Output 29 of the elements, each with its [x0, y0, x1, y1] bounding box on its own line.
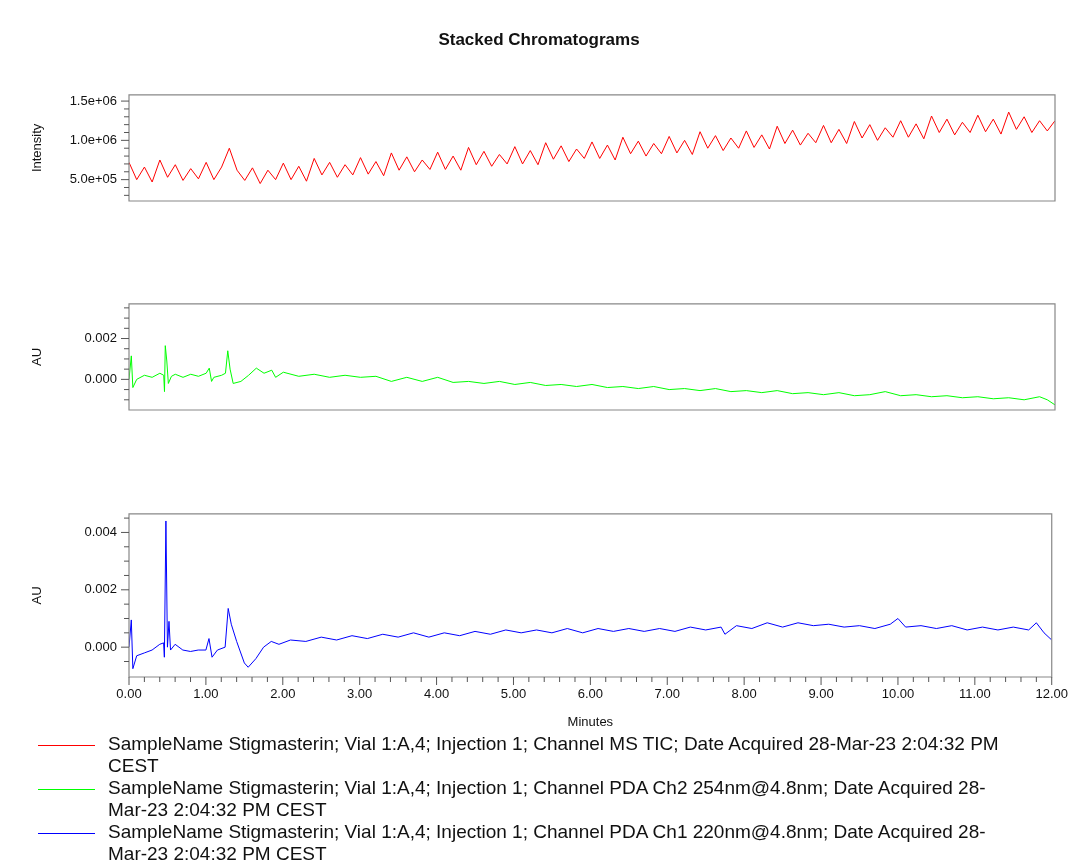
x-tick-label: 8.00 [731, 686, 757, 702]
chart-title: Stacked Chromatograms [437, 30, 641, 50]
x-tick-label: 5.00 [500, 686, 527, 702]
legend-label: SampleName Stigmasterin; Vial 1:A,4; Injection 1; Channel PDA Ch2 254nm@4.8nm; Date Acquired 28-Mar-23 2:04:32 PM CEST [108, 777, 987, 821]
x-tick-label: 10.00 [881, 686, 915, 702]
y-tick-label: 1.5e+06 [69, 92, 117, 108]
legend-label: SampleName Stigmasterin; Vial 1:A,4; Injection 1; Channel MS TIC; Date Acquired 28-Mar-23 2:04:32 PM CEST [108, 733, 1000, 777]
y-axis-title: AU [29, 347, 45, 366]
x-tick-label: 12.00 [1035, 686, 1069, 702]
y-tick-label: 5.0e+05 [69, 171, 117, 187]
x-tick-label: 4.00 [423, 686, 450, 702]
x-tick-label: 6.00 [577, 686, 604, 702]
x-axis-title: Minutes [567, 713, 614, 729]
x-tick-label: 2.00 [270, 686, 296, 702]
x-tick-label: 11.00 [959, 686, 991, 702]
y-tick-label: 0.002 [84, 330, 117, 346]
y-tick-label: 0.000 [84, 638, 117, 654]
y-axis-title: AU [29, 586, 45, 605]
x-tick-label: 9.00 [808, 686, 834, 702]
x-tick-label: 3.00 [347, 686, 373, 702]
y-tick-label: 0.002 [84, 581, 117, 597]
legend-label: SampleName Stigmasterin; Vial 1:A,4; Injection 1; Channel PDA Ch1 220nm@4.8nm; Date Acquired 28-Mar-23 2:04:32 PM CEST [108, 821, 987, 865]
x-tick-label: 1.00 [193, 686, 219, 702]
y-tick-label: 1.0e+06 [69, 131, 117, 147]
x-tick-label: 7.00 [654, 686, 680, 702]
y-axis-title: Intensity [29, 123, 45, 173]
x-tick-label: 0.00 [116, 686, 142, 702]
y-tick-label: 0.004 [84, 524, 117, 540]
y-tick-label: 0.000 [84, 370, 117, 386]
